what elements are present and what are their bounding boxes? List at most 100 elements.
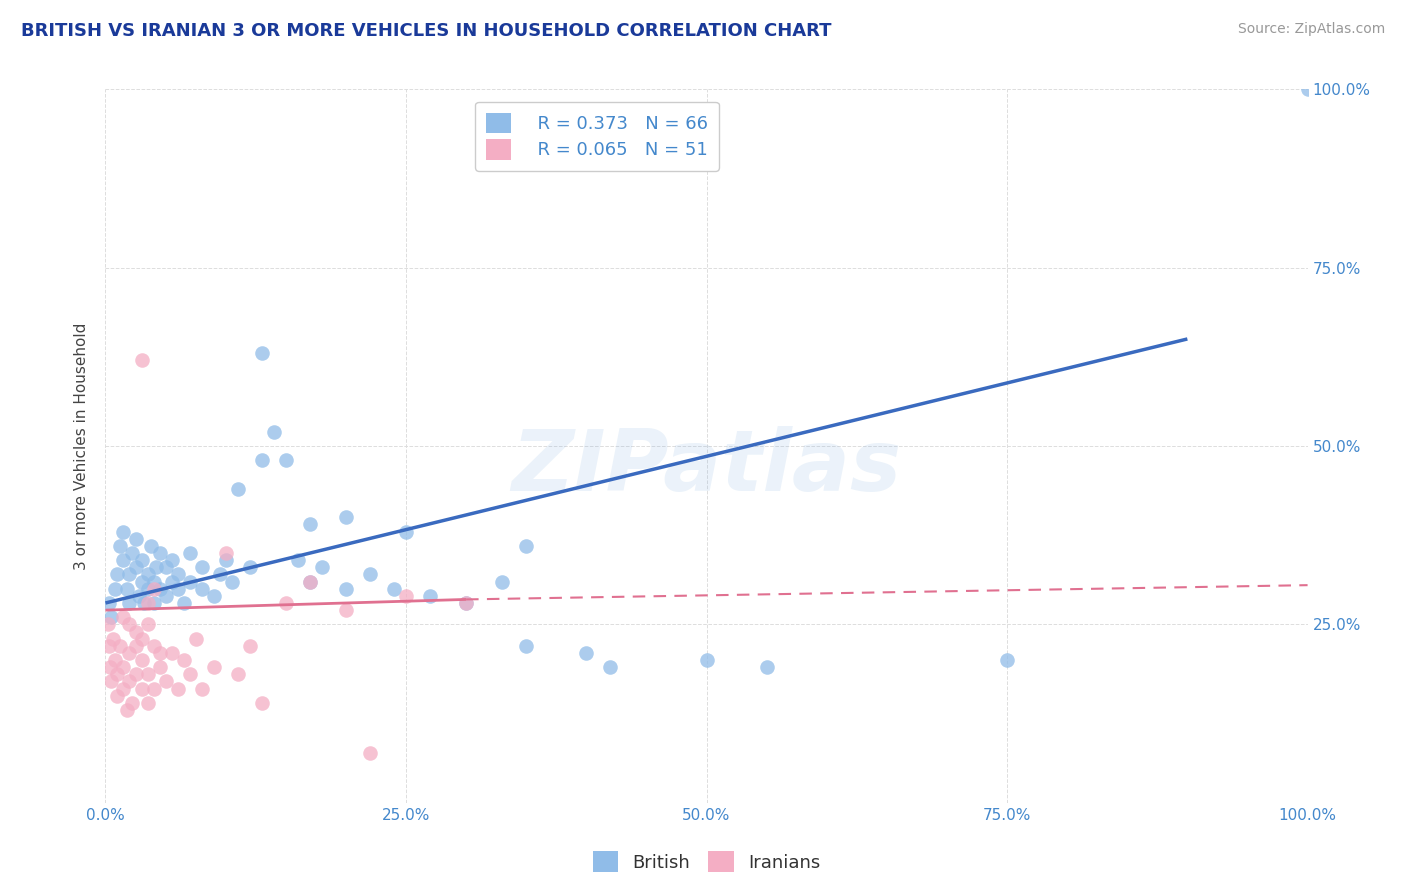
- Point: [226, 482, 249, 496]
- Point: [108, 539, 131, 553]
- Point: [335, 582, 357, 596]
- Point: [359, 746, 381, 760]
- Legend: British, Iranians: British, Iranians: [585, 844, 828, 880]
- Point: [142, 681, 165, 696]
- Point: [160, 574, 183, 589]
- Point: [575, 646, 598, 660]
- Point: [179, 546, 201, 560]
- Point: [100, 674, 122, 689]
- Point: [454, 596, 477, 610]
- Point: [1296, 82, 1319, 96]
- Point: [173, 596, 195, 610]
- Point: [145, 560, 167, 574]
- Point: [142, 582, 165, 596]
- Point: [208, 567, 231, 582]
- Point: [98, 660, 121, 674]
- Point: [104, 582, 127, 596]
- Point: [239, 560, 262, 574]
- Point: [160, 553, 183, 567]
- Point: [131, 681, 153, 696]
- Point: [250, 453, 273, 467]
- Text: ZIPatlas: ZIPatlas: [512, 425, 901, 509]
- Point: [311, 560, 333, 574]
- Point: [132, 596, 155, 610]
- Point: [136, 596, 159, 610]
- Point: [112, 610, 135, 624]
- Point: [136, 617, 159, 632]
- Point: [696, 653, 718, 667]
- Point: [104, 653, 127, 667]
- Point: [166, 681, 188, 696]
- Point: [155, 674, 177, 689]
- Point: [131, 574, 153, 589]
- Point: [131, 632, 153, 646]
- Point: [142, 639, 165, 653]
- Point: [202, 589, 225, 603]
- Point: [142, 574, 165, 589]
- Point: [335, 510, 357, 524]
- Y-axis label: 3 or more Vehicles in Household: 3 or more Vehicles in Household: [75, 322, 90, 570]
- Point: [287, 553, 309, 567]
- Point: [136, 696, 159, 710]
- Point: [298, 517, 321, 532]
- Point: [131, 353, 153, 368]
- Point: [112, 524, 135, 539]
- Point: [98, 639, 121, 653]
- Point: [107, 689, 129, 703]
- Point: [359, 567, 381, 582]
- Point: [139, 539, 162, 553]
- Point: [263, 425, 285, 439]
- Point: [274, 596, 297, 610]
- Point: [202, 660, 225, 674]
- Point: [239, 639, 262, 653]
- Point: [112, 681, 135, 696]
- Point: [148, 660, 170, 674]
- Point: [100, 610, 122, 624]
- Point: [101, 632, 124, 646]
- Point: [184, 632, 207, 646]
- Point: [108, 639, 131, 653]
- Point: [136, 567, 159, 582]
- Text: Source: ZipAtlas.com: Source: ZipAtlas.com: [1237, 22, 1385, 37]
- Point: [142, 596, 165, 610]
- Point: [214, 546, 236, 560]
- Point: [160, 646, 183, 660]
- Point: [491, 574, 513, 589]
- Point: [166, 567, 188, 582]
- Point: [121, 696, 143, 710]
- Point: [214, 553, 236, 567]
- Point: [118, 596, 141, 610]
- Point: [179, 574, 201, 589]
- Point: [515, 639, 537, 653]
- Point: [118, 567, 141, 582]
- Point: [335, 603, 357, 617]
- Point: [148, 646, 170, 660]
- Point: [124, 667, 146, 681]
- Point: [118, 646, 141, 660]
- Point: [155, 560, 177, 574]
- Point: [190, 681, 212, 696]
- Point: [115, 703, 138, 717]
- Point: [599, 660, 621, 674]
- Point: [97, 617, 120, 632]
- Point: [112, 660, 135, 674]
- Point: [173, 653, 195, 667]
- Point: [395, 589, 418, 603]
- Point: [98, 596, 121, 610]
- Point: [298, 574, 321, 589]
- Point: [221, 574, 243, 589]
- Point: [166, 582, 188, 596]
- Point: [131, 553, 153, 567]
- Point: [118, 674, 141, 689]
- Point: [131, 653, 153, 667]
- Point: [128, 589, 150, 603]
- Point: [124, 624, 146, 639]
- Point: [226, 667, 249, 681]
- Point: [755, 660, 778, 674]
- Point: [995, 653, 1018, 667]
- Point: [115, 582, 138, 596]
- Point: [121, 546, 143, 560]
- Point: [118, 617, 141, 632]
- Point: [190, 560, 212, 574]
- Point: [124, 532, 146, 546]
